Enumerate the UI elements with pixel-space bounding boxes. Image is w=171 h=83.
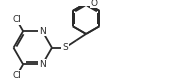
Text: S: S — [62, 43, 68, 52]
Text: N: N — [39, 27, 46, 36]
Text: N: N — [39, 60, 46, 69]
Text: Cl: Cl — [12, 15, 21, 24]
Text: O: O — [91, 0, 98, 8]
Text: Cl: Cl — [12, 71, 21, 80]
